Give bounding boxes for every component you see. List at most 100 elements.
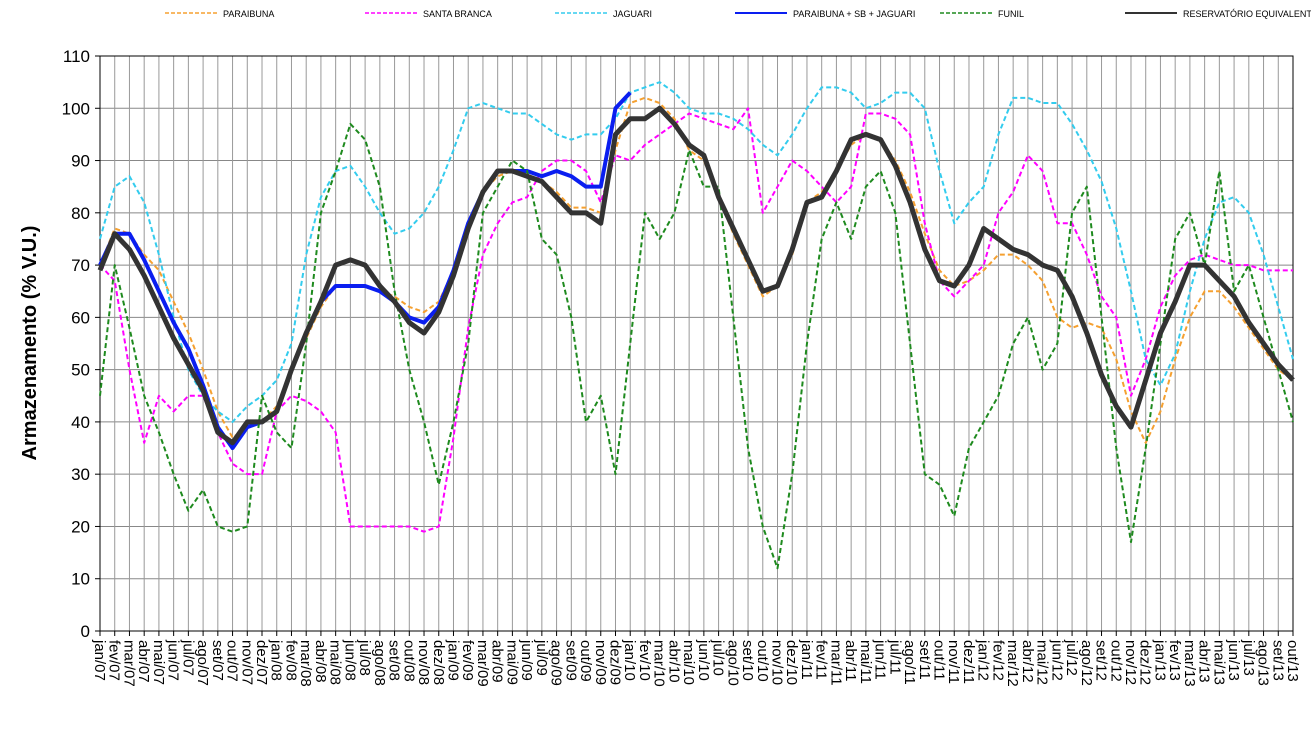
x-tick-label: ago/13 — [1255, 640, 1272, 686]
x-tick-label: jan/12 — [975, 639, 992, 681]
x-tick-label: jul/12 — [1063, 639, 1080, 676]
x-tick-label: abr/12 — [1019, 640, 1036, 683]
x-tick-label: nov/12 — [1122, 640, 1139, 685]
x-tick-label: mar/13 — [1181, 640, 1198, 687]
legend-label: PARAIBUNA + SB + JAGUARI — [793, 9, 915, 19]
x-tick-label: jul/13 — [1240, 639, 1257, 676]
series-line — [97, 105, 1295, 446]
y-tick-label: 50 — [71, 361, 90, 380]
x-tick-label: set/10 — [739, 640, 756, 681]
x-tick-label: jan/09 — [444, 639, 461, 681]
x-tick-label: mai/10 — [680, 640, 697, 685]
y-tick-label: 100 — [62, 99, 90, 118]
y-tick-label: 0 — [81, 622, 90, 641]
x-tick-label: fev/12 — [989, 640, 1006, 681]
x-tick-label: jan/11 — [798, 639, 815, 680]
y-tick-label: 60 — [71, 308, 90, 327]
x-tick-label: out/13 — [1284, 640, 1301, 682]
x-tick-label: mar/07 — [120, 640, 137, 687]
x-tick-label: mar/11 — [827, 640, 844, 686]
x-tick-label: jun/07 — [165, 639, 182, 681]
x-tick-label: set/12 — [1093, 640, 1110, 681]
x-tick-label: set/11 — [916, 640, 933, 680]
legend-label: JAGUARI — [613, 9, 652, 19]
x-tick-label: dez/10 — [783, 640, 800, 685]
x-tick-label: mai/13 — [1210, 640, 1227, 685]
x-tick-label: jul/10 — [710, 639, 727, 676]
x-tick-label: out/09 — [577, 640, 594, 682]
x-tick-label: ago/09 — [548, 640, 565, 686]
x-tick-label: jul/07 — [179, 639, 196, 676]
x-tick-label: set/13 — [1269, 640, 1286, 681]
x-tick-label: out/10 — [754, 640, 771, 682]
legend-label: PARAIBUNA — [223, 9, 274, 19]
x-tick-label: jul/08 — [356, 639, 373, 676]
x-tick-label: jan/08 — [268, 639, 285, 681]
x-tick-label: mar/12 — [1004, 640, 1021, 687]
x-tick-label: out/07 — [224, 640, 241, 682]
y-tick-label: 20 — [71, 517, 90, 536]
x-tick-label: set/09 — [562, 640, 579, 681]
legend-label: SANTA BRANCA — [423, 9, 492, 19]
x-tick-label: fev/09 — [459, 640, 476, 681]
x-tick-label: jun/13 — [1225, 639, 1242, 681]
x-tick-label: out/12 — [1107, 640, 1124, 682]
x-tick-label: jun/08 — [341, 639, 358, 681]
legend-label: FUNIL — [998, 9, 1024, 19]
x-tick-label: ago/10 — [724, 640, 741, 686]
x-tick-label: mai/12 — [1034, 640, 1051, 685]
series-line — [99, 81, 1294, 423]
x-tick-label: jul/11 — [886, 639, 903, 675]
x-tick-label: abr/13 — [1196, 640, 1213, 683]
x-tick-label: fev/11 — [813, 640, 830, 680]
x-tick-label: jun/10 — [695, 639, 712, 681]
x-tick-label: nov/11 — [945, 640, 962, 684]
x-tick-label: jan/07 — [91, 639, 108, 681]
series-line — [98, 91, 632, 451]
x-tick-label: nov/09 — [592, 640, 609, 685]
x-tick-label: mar/08 — [297, 640, 314, 687]
x-tick-label: nov/08 — [415, 640, 432, 685]
y-axis-label: Armazenamento (% V.U.) — [19, 226, 41, 461]
x-tick-label: mai/11 — [857, 640, 874, 684]
x-tick-label: fev/08 — [282, 640, 299, 681]
y-tick-label: 70 — [71, 256, 90, 275]
x-tick-label: fev/10 — [636, 640, 653, 681]
x-tick-label: ago/11 — [901, 640, 918, 685]
x-tick-label: mar/09 — [474, 640, 491, 687]
series-line — [99, 107, 1293, 533]
x-tick-label: jan/10 — [621, 639, 638, 681]
x-tick-label: ago/07 — [194, 640, 211, 686]
x-tick-label: dez/07 — [253, 640, 270, 685]
x-tick-label: dez/12 — [1137, 640, 1154, 685]
x-tick-label: out/08 — [400, 640, 417, 682]
x-tick-label: abr/10 — [665, 640, 682, 683]
y-tick-label: 90 — [71, 152, 90, 171]
x-tick-label: dez/08 — [430, 640, 447, 685]
y-tick-label: 80 — [71, 204, 90, 223]
x-tick-label: jun/09 — [518, 639, 535, 681]
x-tick-label: out/11 — [931, 640, 948, 681]
y-tick-label: 40 — [71, 413, 90, 432]
y-tick-label: 10 — [71, 570, 90, 589]
x-tick-label: nov/10 — [769, 640, 786, 685]
x-tick-label: abr/07 — [135, 640, 152, 683]
x-tick-label: ago/12 — [1078, 640, 1095, 686]
x-tick-label: mar/10 — [651, 640, 668, 687]
x-tick-label: jun/12 — [1048, 639, 1065, 681]
x-tick-label: fev/07 — [106, 640, 123, 681]
x-tick-label: ago/08 — [371, 640, 388, 686]
x-tick-label: dez/11 — [960, 640, 977, 684]
plot-frame — [99, 55, 1294, 632]
x-tick-label: fev/13 — [1166, 640, 1183, 681]
legend-label: RESERVATÓRIO EQUIVALENTE — [1183, 9, 1311, 19]
y-tick-label: 30 — [71, 465, 90, 484]
x-tick-label: set/08 — [386, 640, 403, 681]
x-tick-label: set/07 — [209, 640, 226, 681]
x-tick-label: abr/08 — [312, 640, 329, 683]
x-tick-label: abr/09 — [489, 640, 506, 683]
x-tick-label: jan/13 — [1151, 639, 1168, 681]
y-tick-label: 110 — [63, 47, 90, 66]
x-tick-label: nov/07 — [238, 640, 255, 685]
